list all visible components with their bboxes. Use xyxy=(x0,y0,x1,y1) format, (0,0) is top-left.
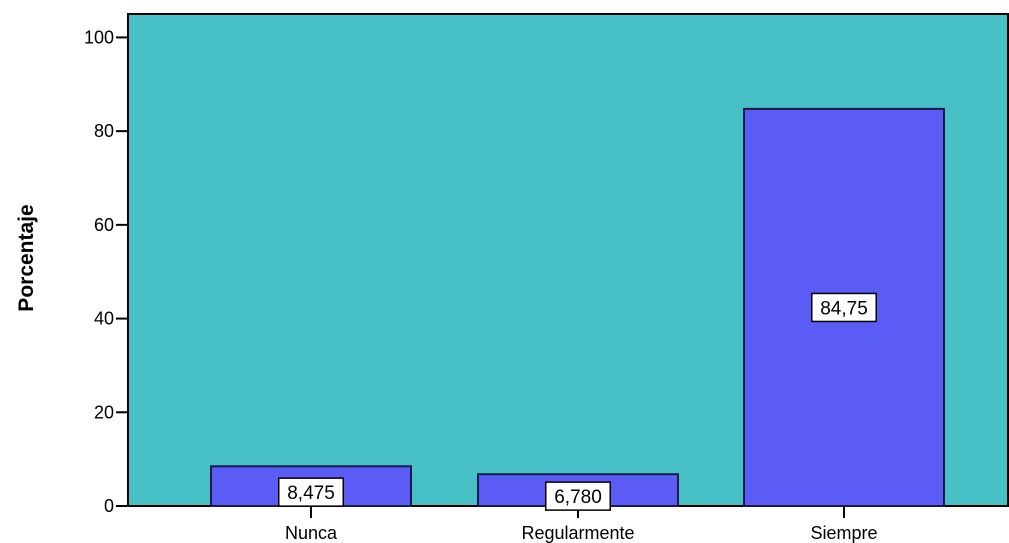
y-tick-label: 0 xyxy=(104,496,114,516)
data-label-box xyxy=(545,481,611,511)
data-label-text: 6,780 xyxy=(554,487,602,508)
y-tick-label: 60 xyxy=(94,215,114,235)
y-tick-label: 80 xyxy=(94,121,114,141)
data-label-text: 8,475 xyxy=(287,483,335,504)
x-tick-label: Nunca xyxy=(285,523,338,543)
x-axis: Nunca Regularmente Siempre xyxy=(285,506,878,543)
y-axis-title: Porcentaje xyxy=(15,204,38,311)
data-label-box xyxy=(811,292,877,323)
data-labels: 8,475 6,780 84,75 xyxy=(278,292,877,511)
x-tick-label: Regularmente xyxy=(521,523,634,543)
y-tick-label: 20 xyxy=(94,402,114,422)
data-label-text: 84,75 xyxy=(820,298,868,319)
data-label-box xyxy=(278,477,344,507)
data-label: 8,475 xyxy=(278,477,344,507)
x-tick-label: Siempre xyxy=(810,523,877,543)
data-label: 84,75 xyxy=(811,292,877,323)
data-label: 6,780 xyxy=(545,481,611,511)
y-axis: 0 20 40 60 80 100 xyxy=(84,27,128,516)
y-tick-label: 100 xyxy=(84,27,114,47)
y-tick-label: 40 xyxy=(94,309,114,329)
